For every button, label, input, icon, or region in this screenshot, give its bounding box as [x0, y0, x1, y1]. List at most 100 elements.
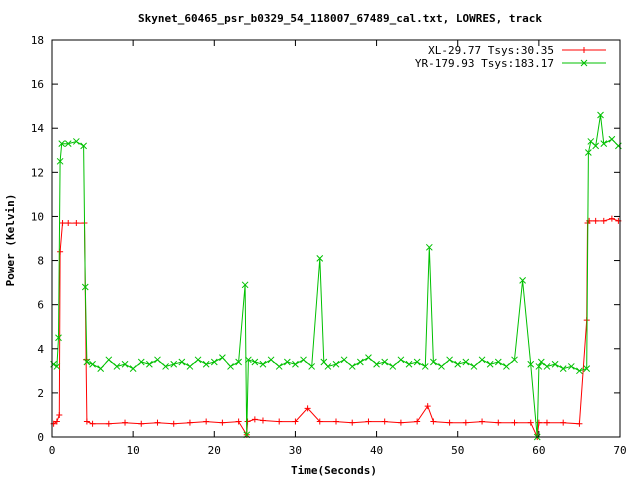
- y-tick-label: 14: [31, 122, 45, 135]
- data-point: [304, 405, 311, 412]
- chart-title: Skynet_60465_psr_b0329_54_118007_67489_c…: [138, 12, 542, 25]
- x-tick-label: 70: [613, 444, 626, 457]
- data-point: [57, 248, 64, 255]
- x-axis-label: Time(Seconds): [291, 464, 377, 477]
- data-point: [162, 363, 169, 370]
- data-point: [511, 356, 518, 364]
- y-tick-label: 2: [37, 387, 44, 400]
- data-point: [138, 420, 145, 427]
- data-point: [55, 334, 62, 342]
- data-point: [397, 419, 404, 426]
- data-point: [494, 358, 502, 366]
- data-point: [219, 419, 226, 426]
- data-point: [421, 363, 429, 370]
- data-point: [170, 360, 178, 368]
- y-tick-label: 8: [37, 255, 44, 268]
- data-point: [381, 358, 389, 366]
- data-point: [283, 358, 291, 366]
- data-point: [389, 363, 397, 370]
- x-tick-label: 0: [49, 444, 56, 457]
- data-point: [194, 356, 202, 364]
- data-point: [495, 419, 502, 426]
- data-point: [80, 142, 87, 150]
- data-point: [592, 217, 599, 224]
- data-point: [129, 365, 137, 372]
- data-point: [454, 360, 462, 368]
- data-point: [535, 419, 542, 426]
- data-point: [600, 217, 607, 224]
- data-point: [83, 358, 91, 366]
- data-point: [105, 420, 112, 427]
- x-tick-label: 20: [208, 444, 221, 457]
- data-point: [259, 417, 266, 424]
- data-point: [83, 418, 90, 425]
- data-point: [59, 220, 66, 227]
- data-point: [146, 360, 153, 368]
- data-point: [73, 220, 80, 227]
- data-point: [241, 281, 249, 289]
- x-tick-label: 10: [127, 444, 140, 457]
- x-tick-label: 60: [532, 444, 545, 457]
- series-line: [53, 218, 619, 439]
- data-point: [503, 363, 510, 370]
- data-point: [486, 360, 494, 368]
- data-point: [600, 140, 608, 148]
- data-point: [316, 254, 324, 262]
- data-point: [349, 419, 356, 426]
- data-point: [275, 363, 283, 370]
- data-point: [560, 419, 567, 426]
- x-tick-label: 50: [451, 444, 464, 457]
- data-point: [276, 418, 283, 425]
- data-point: [81, 283, 89, 291]
- data-point: [551, 360, 559, 368]
- data-point: [89, 420, 96, 427]
- data-point: [65, 220, 72, 227]
- data-point: [122, 419, 129, 426]
- data-point: [316, 418, 323, 425]
- data-point: [527, 419, 534, 426]
- data-point: [446, 419, 453, 426]
- data-point: [89, 360, 96, 368]
- legend-marker: [581, 47, 587, 53]
- data-point: [72, 138, 80, 145]
- data-point: [186, 363, 194, 370]
- data-point: [381, 418, 388, 425]
- data-point: [414, 418, 421, 425]
- data-point: [137, 358, 145, 366]
- legend-marker: [580, 59, 588, 67]
- data-point: [267, 356, 275, 364]
- data-point: [430, 418, 437, 425]
- data-point: [576, 420, 583, 427]
- series-2: [50, 111, 622, 441]
- data-point: [292, 418, 299, 425]
- data-point: [462, 419, 469, 426]
- data-point: [251, 416, 258, 423]
- data-point: [340, 356, 348, 364]
- data-point: [235, 418, 242, 425]
- data-point: [244, 418, 251, 425]
- data-point: [511, 419, 518, 426]
- data-point: [446, 356, 453, 364]
- y-axis-label: Power (Kelvin): [4, 194, 17, 287]
- data-point: [478, 356, 486, 364]
- data-point: [332, 360, 340, 368]
- data-point: [543, 419, 550, 426]
- data-point: [154, 419, 161, 426]
- series-1: [50, 215, 622, 440]
- data-point: [365, 354, 372, 361]
- data-point: [608, 135, 616, 143]
- y-tick-label: 12: [31, 166, 44, 179]
- data-point: [105, 356, 113, 364]
- data-point: [292, 360, 299, 368]
- data-point: [373, 360, 380, 368]
- data-point: [210, 358, 218, 366]
- data-point: [227, 363, 234, 370]
- data-point: [586, 217, 593, 224]
- data-point: [251, 358, 259, 366]
- x-tick-label: 30: [289, 444, 302, 457]
- data-point: [170, 420, 177, 427]
- y-tick-label: 10: [31, 210, 44, 223]
- data-point: [58, 140, 66, 148]
- data-point: [397, 356, 405, 364]
